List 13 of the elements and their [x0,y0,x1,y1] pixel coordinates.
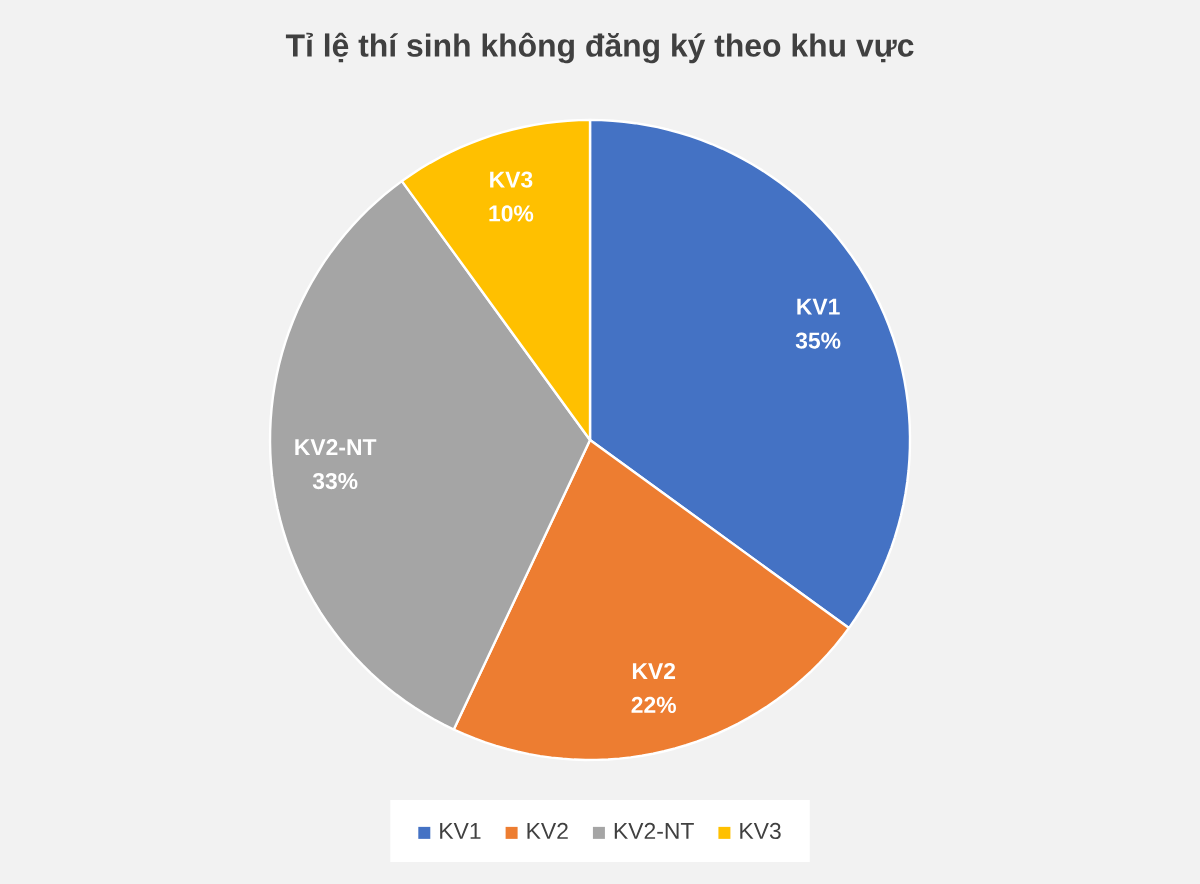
data-label: 22% [631,696,676,713]
slice-label: KV2 [632,662,676,679]
slice-label: KV1 [797,298,840,315]
data-label: 33% [312,472,358,490]
slice-label: KV2-NT [295,439,377,456]
chart-title: Tỉ lệ thí sinh không đăng ký theo khu vực [285,32,914,64]
data-label: 35% [795,332,841,349]
legend-label: KV1 [440,823,481,839]
data-label: 10% [489,205,534,222]
slice-label: KV3 [490,171,533,188]
legend-label: KV3 [740,822,781,840]
legend-label: KV2 [527,822,568,839]
legend-label: KV2-NT [614,822,694,839]
